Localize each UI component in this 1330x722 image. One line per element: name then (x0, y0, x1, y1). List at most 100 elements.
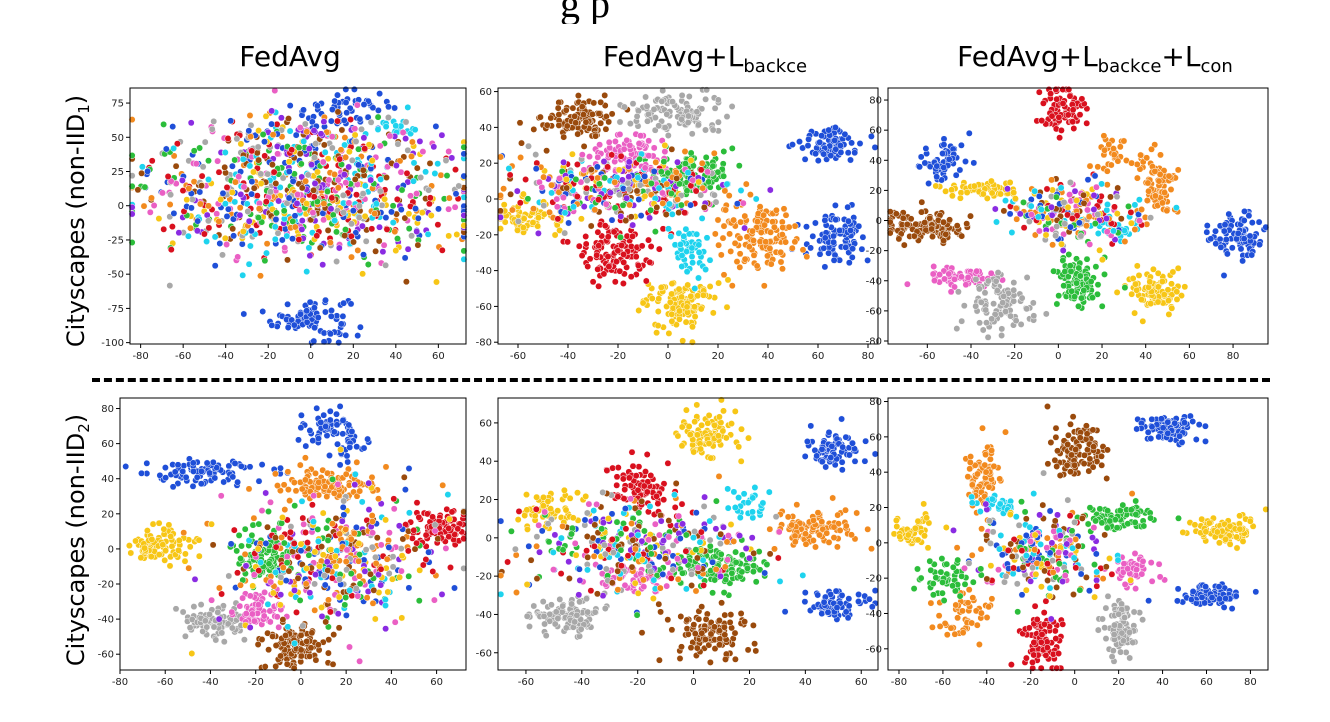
point (851, 149, 859, 157)
point (940, 135, 948, 143)
point (138, 163, 146, 171)
point (925, 180, 933, 187)
point (903, 280, 911, 288)
point (720, 222, 728, 230)
point (372, 247, 380, 255)
point (203, 238, 211, 245)
point (1161, 189, 1169, 197)
point (427, 212, 435, 219)
point (186, 624, 194, 632)
point (311, 154, 318, 162)
point (1010, 189, 1018, 197)
point (535, 214, 542, 222)
point (356, 115, 364, 123)
point (987, 269, 995, 277)
point (331, 97, 339, 105)
point (548, 181, 555, 189)
point (1065, 86, 1073, 93)
point (355, 202, 363, 210)
point (146, 208, 154, 216)
figure-caption-fragment: g p (560, 0, 610, 24)
point (460, 255, 468, 263)
point (1031, 187, 1039, 195)
point (664, 132, 672, 139)
point (187, 119, 195, 127)
point (359, 190, 367, 198)
point (224, 205, 232, 213)
point (668, 290, 676, 298)
point (132, 537, 140, 545)
point (625, 173, 633, 181)
point (600, 158, 608, 165)
point (735, 162, 743, 170)
point (938, 176, 946, 184)
point (936, 271, 944, 279)
point (228, 188, 236, 196)
point (331, 170, 338, 178)
point (560, 133, 568, 141)
point (127, 549, 135, 557)
point (417, 174, 425, 181)
point (302, 442, 310, 450)
point (305, 145, 313, 153)
x-tick-label: 80 (862, 351, 875, 362)
point (584, 263, 592, 270)
x-tick-label: -60 (510, 351, 526, 362)
point (405, 465, 413, 472)
row-label-2-text: Cityscapes (non-IID (62, 432, 90, 667)
point (778, 231, 786, 239)
point (447, 564, 454, 571)
point (572, 175, 580, 183)
point (1002, 308, 1010, 315)
point (388, 208, 395, 216)
point (211, 262, 219, 270)
point (497, 225, 504, 233)
point (242, 610, 250, 618)
point (1125, 202, 1132, 210)
point (235, 531, 243, 539)
point (1111, 203, 1118, 211)
column-title-3-loss1-subscript: backce (1097, 56, 1162, 77)
point (805, 135, 813, 143)
point (215, 217, 223, 225)
point (408, 152, 415, 160)
point (684, 119, 692, 127)
point (303, 318, 311, 326)
y-tick-label: 60 (869, 126, 882, 137)
point (560, 158, 568, 166)
point (597, 98, 605, 106)
point (1132, 280, 1139, 288)
point (321, 148, 329, 156)
row-label-2-close: ) (62, 413, 90, 424)
point (1212, 227, 1219, 235)
point (233, 547, 241, 555)
point (1059, 86, 1067, 93)
point (254, 143, 262, 151)
point (414, 214, 422, 222)
point (410, 159, 418, 167)
y-tick-label: 0 (876, 216, 882, 227)
y-tick-label: 0 (118, 201, 124, 212)
point (714, 118, 722, 126)
point (606, 189, 614, 197)
point (687, 292, 695, 300)
point (753, 262, 761, 270)
point (239, 227, 247, 235)
point (1083, 255, 1091, 263)
point (401, 486, 409, 494)
point (362, 237, 370, 245)
point (647, 243, 655, 250)
point (636, 155, 644, 163)
point (601, 174, 609, 182)
point (195, 552, 203, 560)
point (430, 143, 438, 151)
point (1092, 183, 1100, 191)
y-tick-label: 40 (479, 123, 492, 134)
point (841, 130, 849, 138)
point (668, 280, 676, 288)
point (789, 141, 796, 149)
point (271, 470, 279, 478)
point (825, 126, 833, 134)
point (273, 209, 280, 217)
point (764, 252, 771, 260)
